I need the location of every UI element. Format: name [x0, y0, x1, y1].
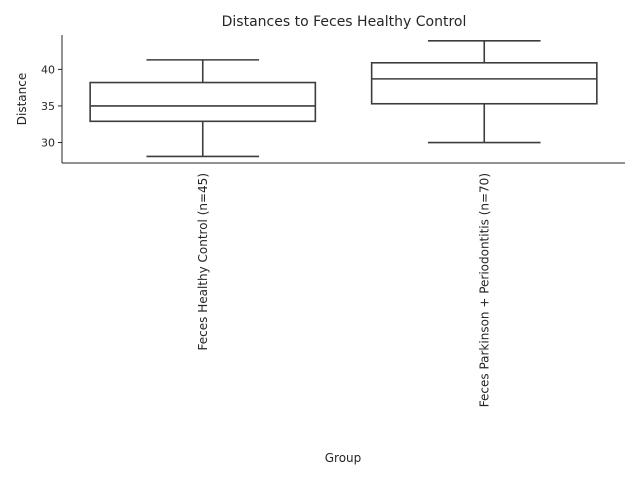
iqr-box [89, 81, 317, 123]
y-tick-label: 30 [41, 137, 55, 150]
y-ticks: 30 35 40 [41, 63, 62, 150]
plot-area [61, 35, 625, 164]
box-group [370, 40, 598, 144]
x-tick-label: Feces Healthy Control (n=45) [196, 173, 210, 350]
box-group [89, 59, 317, 158]
x-ticks: Feces Healthy Control (n=45) Feces Parkin… [196, 173, 492, 407]
x-tick-label: Feces Parkinson + Periodontitis (n=70) [477, 173, 491, 407]
y-tick-label: 40 [41, 63, 55, 76]
y-axis-label: Distance [15, 73, 29, 125]
y-tick-label: 35 [41, 100, 55, 113]
x-axis-label: Group [325, 451, 362, 465]
iqr-box [370, 61, 598, 105]
boxes [89, 40, 598, 158]
chart-title: Distances to Feces Healthy Control [222, 14, 467, 30]
